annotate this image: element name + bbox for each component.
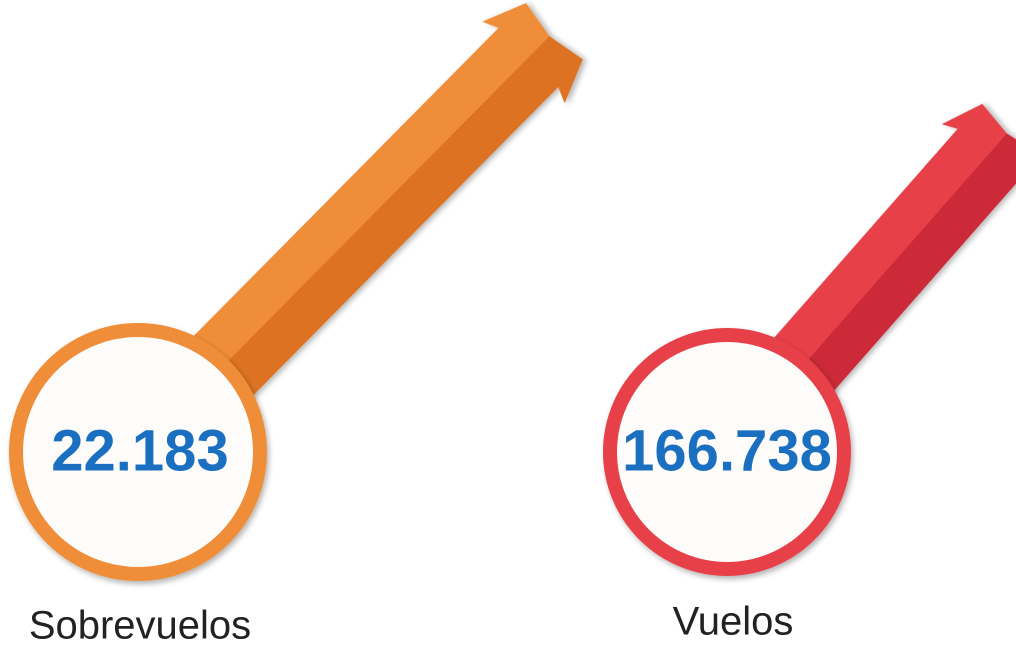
item-value: 22.183 — [51, 418, 228, 483]
orange-circle — [9, 323, 267, 581]
orange-arrow — [108, 3, 583, 482]
red-circle — [603, 328, 851, 576]
item-value: 166.738 — [622, 418, 832, 483]
item-label: Vuelos — [673, 600, 794, 644]
item-label: Sobrevuelos — [29, 604, 251, 648]
